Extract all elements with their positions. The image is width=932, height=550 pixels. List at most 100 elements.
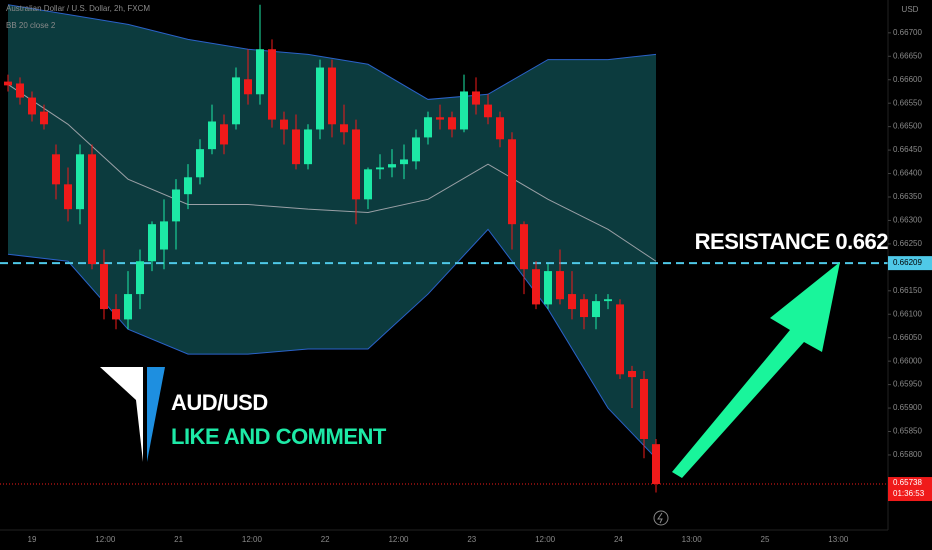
y-tick-label: 0.65800 bbox=[893, 450, 922, 459]
candle-body bbox=[16, 83, 24, 98]
candle-body bbox=[340, 124, 348, 133]
candle-body bbox=[184, 177, 192, 195]
x-tick-label: 25 bbox=[761, 535, 770, 544]
candle-body bbox=[232, 77, 240, 125]
candle-body bbox=[388, 164, 396, 168]
arrow bbox=[672, 262, 840, 478]
x-tick-label: 23 bbox=[467, 535, 476, 544]
candle-body bbox=[376, 167, 384, 170]
candle-body bbox=[544, 271, 552, 305]
candle-body bbox=[40, 111, 48, 125]
replay-icon[interactable] bbox=[653, 510, 669, 526]
resistance-annotation: RESISTANCE 0.662 bbox=[695, 229, 889, 254]
candle-body bbox=[496, 117, 504, 140]
candle-body bbox=[112, 309, 120, 320]
logo bbox=[147, 367, 165, 462]
x-tick-label: 12:00 bbox=[95, 535, 116, 544]
x-tick-label: 13:00 bbox=[828, 535, 849, 544]
x-tick-label: 24 bbox=[614, 535, 623, 544]
x-tick-label: 13:00 bbox=[682, 535, 703, 544]
last-price-label: 0.65738 bbox=[893, 478, 922, 487]
candle-body bbox=[532, 269, 540, 305]
y-tick-label: 0.66500 bbox=[893, 122, 922, 131]
y-tick-label: 0.65950 bbox=[893, 380, 922, 389]
candle-body bbox=[4, 81, 12, 86]
candle-body bbox=[100, 264, 108, 310]
y-tick-label: 0.66550 bbox=[893, 98, 922, 107]
candle-body bbox=[28, 97, 36, 115]
x-tick-label: 12:00 bbox=[388, 535, 409, 544]
candle-body bbox=[160, 221, 168, 250]
y-tick-label: 0.65900 bbox=[893, 403, 922, 412]
candle-body bbox=[412, 137, 420, 162]
logo bbox=[100, 367, 143, 462]
x-tick-label: 22 bbox=[321, 535, 330, 544]
candle-body bbox=[460, 91, 468, 130]
candle-body bbox=[652, 444, 660, 485]
candle-body bbox=[364, 169, 372, 200]
candle-body bbox=[208, 121, 216, 150]
candle-body bbox=[568, 294, 576, 310]
candle-body bbox=[280, 119, 288, 130]
candle-body bbox=[220, 124, 228, 145]
candle-body bbox=[448, 117, 456, 130]
replay-icon bbox=[657, 512, 663, 524]
resistance-tag-label: 0.66209 bbox=[893, 258, 922, 267]
countdown-label: 01:36:53 bbox=[893, 489, 925, 498]
candle-body bbox=[520, 224, 528, 270]
last-price-tag bbox=[888, 477, 932, 502]
x-tick-label: 12:00 bbox=[535, 535, 556, 544]
candle-body bbox=[196, 149, 204, 178]
candle-body bbox=[244, 79, 252, 95]
candle-body bbox=[556, 271, 564, 300]
candle-body bbox=[508, 139, 516, 225]
candle-body bbox=[268, 49, 276, 120]
candle-body bbox=[64, 184, 72, 210]
y-tick-label: 0.66700 bbox=[893, 28, 922, 37]
candle-body bbox=[640, 378, 648, 440]
pair-label: AUD/USD bbox=[171, 390, 268, 415]
candle-body bbox=[592, 301, 600, 318]
candle-body bbox=[604, 299, 612, 302]
indicator-label: BB 20 close 2 bbox=[6, 21, 56, 30]
y-tick-label: 0.66450 bbox=[893, 145, 922, 154]
candle-body bbox=[172, 189, 180, 222]
candle-body bbox=[616, 304, 624, 375]
candle-body bbox=[472, 91, 480, 105]
candle-body bbox=[628, 371, 636, 378]
candle-body bbox=[136, 261, 144, 295]
y-tick-label: 0.66300 bbox=[893, 216, 922, 225]
candle-body bbox=[316, 67, 324, 130]
y-tick-label: 0.66100 bbox=[893, 309, 922, 318]
y-tick-label: 0.66050 bbox=[893, 333, 922, 342]
candle-body bbox=[304, 129, 312, 165]
y-tick-label: 0.66150 bbox=[893, 286, 922, 295]
candle-body bbox=[148, 224, 156, 262]
x-tick-label: 19 bbox=[28, 535, 37, 544]
candle-body bbox=[124, 294, 132, 320]
candle-body bbox=[328, 67, 336, 125]
band-middle bbox=[7, 84, 657, 262]
resistance-tag bbox=[888, 256, 932, 271]
candle-body bbox=[88, 154, 96, 265]
y-tick-label: 0.66600 bbox=[893, 75, 922, 84]
candle-body bbox=[52, 154, 60, 185]
band-upper bbox=[7, 4, 657, 100]
call-label: LIKE AND COMMENT bbox=[171, 424, 387, 449]
y-tick-label: 0.66400 bbox=[893, 169, 922, 178]
x-tick-label: 12:00 bbox=[242, 535, 263, 544]
band-fill bbox=[8, 4, 656, 459]
candle-body bbox=[256, 49, 264, 95]
x-tick-label: 21 bbox=[174, 535, 183, 544]
chart-title: Australian Dollar / U.S. Dollar, 2h, FXC… bbox=[6, 4, 150, 13]
candle-body bbox=[292, 129, 300, 165]
candle-body bbox=[400, 159, 408, 165]
candle-body bbox=[580, 299, 588, 318]
currency: USD bbox=[902, 5, 919, 14]
y-tick-label: 0.66350 bbox=[893, 192, 922, 201]
y-tick-label: 0.66650 bbox=[893, 51, 922, 60]
candle-body bbox=[76, 154, 84, 210]
y-tick-label: 0.66000 bbox=[893, 356, 922, 365]
y-tick-label: 0.65850 bbox=[893, 427, 922, 436]
